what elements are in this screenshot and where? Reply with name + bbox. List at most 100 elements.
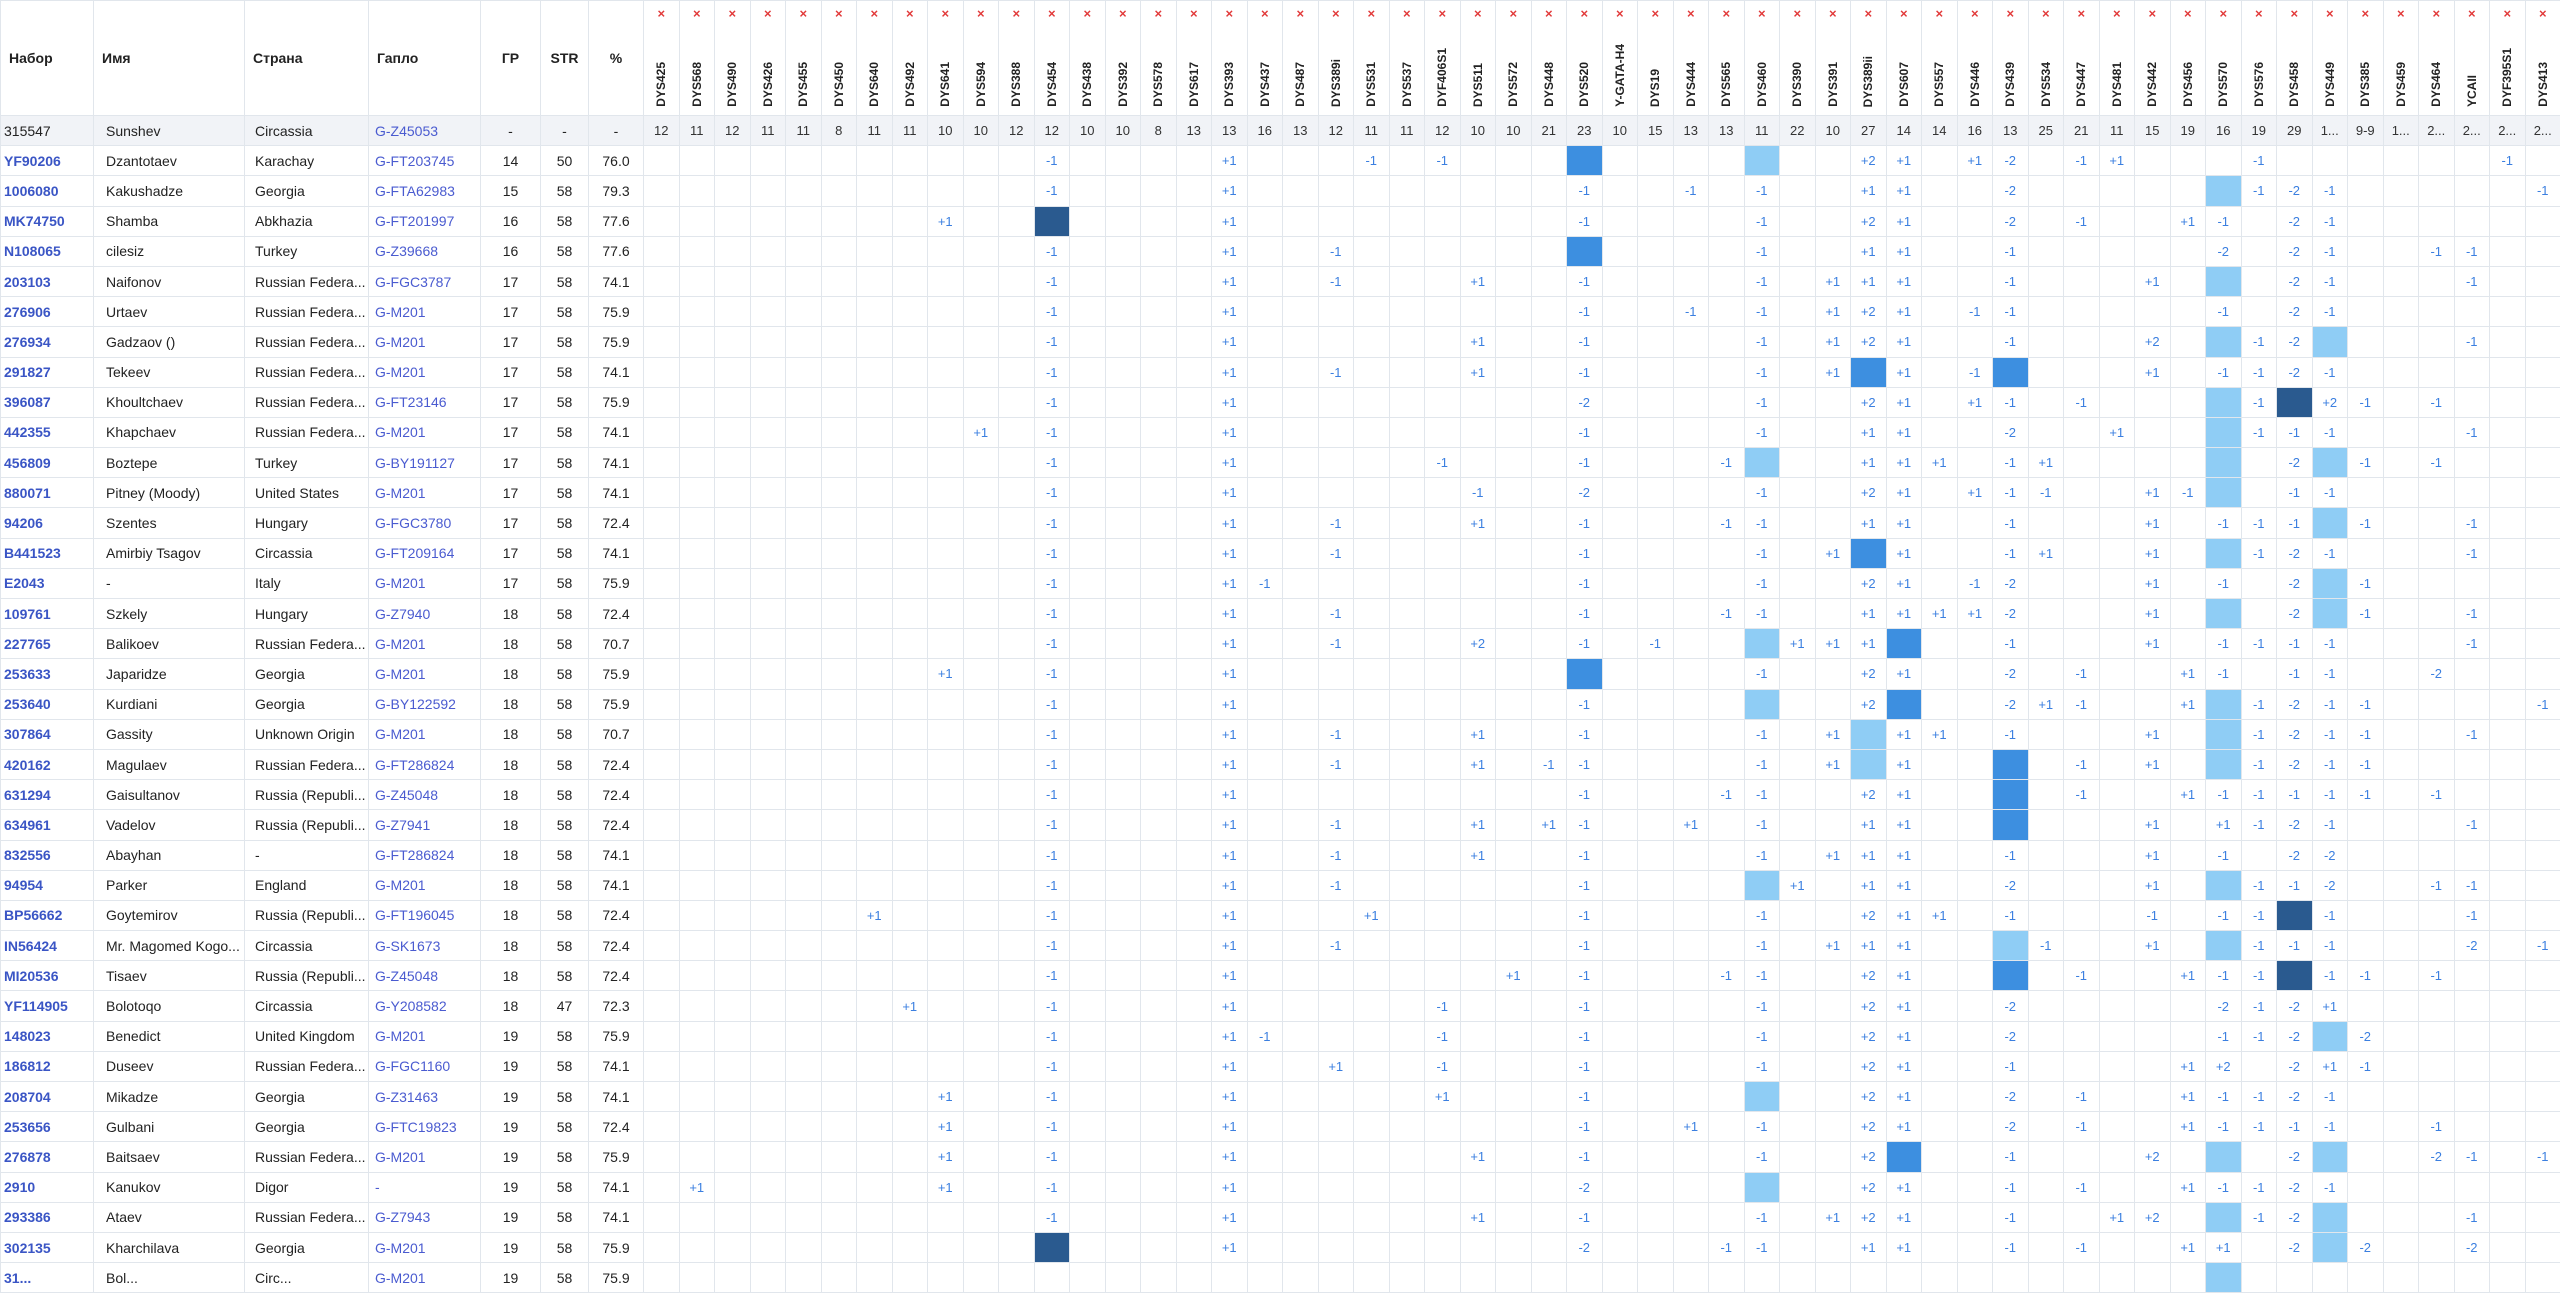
kit-id[interactable]: 420162 (1, 749, 94, 779)
remove-marker-icon[interactable]: × (2064, 7, 2099, 21)
haplogroup-link[interactable]: G-FT201997 (369, 206, 481, 236)
remove-marker-icon[interactable]: × (1674, 7, 1709, 21)
remove-marker-icon[interactable]: × (1887, 7, 1922, 21)
haplogroup-link[interactable]: G-Z45048 (369, 961, 481, 991)
kit-id[interactable]: 1006080 (1, 176, 94, 206)
haplogroup-link[interactable]: G-Z7940 (369, 599, 481, 629)
haplogroup-link[interactable]: G-M201 (369, 719, 481, 749)
haplogroup-link[interactable]: G-FGC1160 (369, 1051, 481, 1081)
remove-marker-icon[interactable]: × (2419, 7, 2454, 21)
col-pct-header[interactable]: % (589, 1, 644, 116)
haplogroup-link[interactable]: G-Z31463 (369, 1082, 481, 1112)
remove-marker-icon[interactable]: × (2455, 7, 2490, 21)
haplogroup-link[interactable]: G-Y208582 (369, 991, 481, 1021)
remove-marker-icon[interactable]: × (1248, 7, 1283, 21)
haplogroup-link[interactable]: G-M201 (369, 417, 481, 447)
kit-id[interactable]: 276906 (1, 297, 94, 327)
kit-id[interactable]: 291827 (1, 357, 94, 387)
remove-marker-icon[interactable]: × (1035, 7, 1070, 21)
kit-id[interactable]: 276878 (1, 1142, 94, 1172)
haplogroup-link[interactable]: G-FTA62983 (369, 176, 481, 206)
kit-id[interactable]: 148023 (1, 1021, 94, 1051)
remove-marker-icon[interactable]: × (1283, 7, 1318, 21)
remove-marker-icon[interactable]: × (1709, 7, 1744, 21)
remove-marker-icon[interactable]: × (1745, 7, 1780, 21)
kit-id[interactable]: 109761 (1, 599, 94, 629)
kit-id[interactable]: 94206 (1, 508, 94, 538)
remove-marker-icon[interactable]: × (1212, 7, 1247, 21)
remove-marker-icon[interactable]: × (1070, 7, 1105, 21)
haplogroup-link[interactable]: G-M201 (369, 1263, 481, 1293)
kit-id[interactable]: IN56424 (1, 931, 94, 961)
haplogroup-link[interactable]: G-BY122592 (369, 689, 481, 719)
remove-marker-icon[interactable]: × (2100, 7, 2135, 21)
remove-marker-icon[interactable]: × (1993, 7, 2028, 21)
haplogroup-link[interactable]: G-BY191127 (369, 448, 481, 478)
remove-marker-icon[interactable]: × (1816, 7, 1851, 21)
kit-id[interactable]: 253640 (1, 689, 94, 719)
haplogroup-link[interactable]: G-M201 (369, 327, 481, 357)
kit-id[interactable]: 186812 (1, 1051, 94, 1081)
kit-id[interactable]: 880071 (1, 478, 94, 508)
remove-marker-icon[interactable]: × (1141, 7, 1176, 21)
remove-marker-icon[interactable]: × (1780, 7, 1815, 21)
remove-marker-icon[interactable]: × (822, 7, 857, 21)
haplogroup-link[interactable]: G-M201 (369, 659, 481, 689)
remove-marker-icon[interactable]: × (999, 7, 1034, 21)
haplogroup-link[interactable]: G-M201 (369, 629, 481, 659)
kit-id[interactable]: 832556 (1, 840, 94, 870)
haplogroup-link[interactable]: G-Z7943 (369, 1202, 481, 1232)
kit-id[interactable]: 203103 (1, 266, 94, 296)
kit-id[interactable]: 208704 (1, 1082, 94, 1112)
remove-marker-icon[interactable]: × (2313, 7, 2348, 21)
remove-marker-icon[interactable]: × (857, 7, 892, 21)
haplogroup-link[interactable]: G-M201 (369, 1232, 481, 1262)
col-str-header[interactable]: STR (541, 1, 589, 116)
haplogroup-link[interactable]: G-FT196045 (369, 900, 481, 930)
kit-id[interactable]: 315547 (1, 116, 94, 146)
kit-id[interactable]: 31... (1, 1263, 94, 1293)
col-gr-header[interactable]: ГР (481, 1, 541, 116)
haplogroup-link[interactable]: G-FT209164 (369, 538, 481, 568)
kit-id[interactable]: YF90206 (1, 146, 94, 176)
remove-marker-icon[interactable]: × (2348, 7, 2383, 21)
remove-marker-icon[interactable]: × (2242, 7, 2277, 21)
remove-marker-icon[interactable]: × (2384, 7, 2419, 21)
remove-marker-icon[interactable]: × (1922, 7, 1957, 21)
remove-marker-icon[interactable]: × (2490, 7, 2525, 21)
remove-marker-icon[interactable]: × (964, 7, 999, 21)
haplogroup-link[interactable]: G-FT286824 (369, 749, 481, 779)
kit-id[interactable]: YF114905 (1, 991, 94, 1021)
haplogroup-link[interactable]: G-FTC19823 (369, 1112, 481, 1142)
remove-marker-icon[interactable]: × (1496, 7, 1531, 21)
remove-marker-icon[interactable]: × (644, 7, 679, 21)
remove-marker-icon[interactable]: × (2526, 7, 2560, 21)
haplogroup-link[interactable]: G-SK1673 (369, 931, 481, 961)
remove-marker-icon[interactable]: × (2135, 7, 2170, 21)
kit-id[interactable]: 302135 (1, 1232, 94, 1262)
kit-id[interactable]: 94954 (1, 870, 94, 900)
haplogroup-link[interactable]: G-M201 (369, 1142, 481, 1172)
remove-marker-icon[interactable]: × (1603, 7, 1638, 21)
haplogroup-link[interactable]: G-Z45053 (369, 116, 481, 146)
